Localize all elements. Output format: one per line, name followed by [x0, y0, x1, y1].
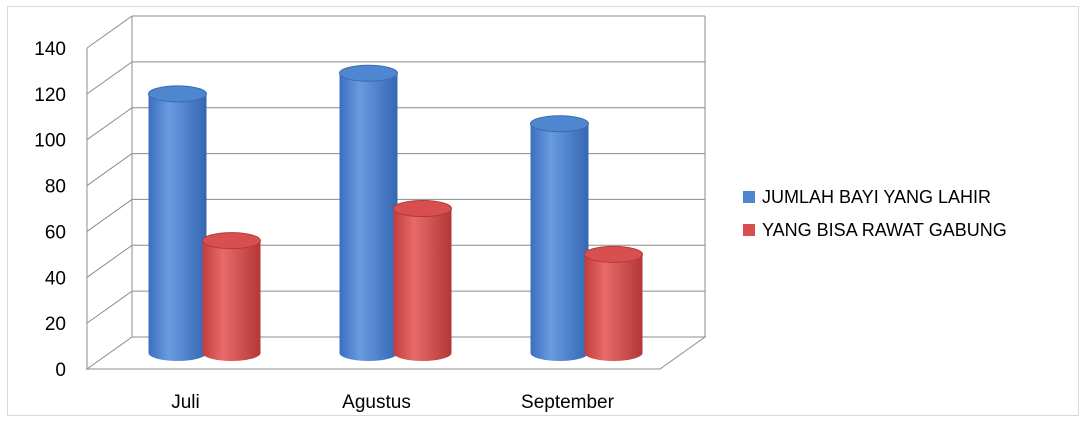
y-tick-label: 140 — [34, 39, 66, 60]
bar-top — [584, 245, 643, 263]
x-tick-label: Agustus — [342, 392, 411, 413]
y-tick-label: 0 — [55, 360, 66, 381]
gridline-side — [86, 61, 133, 95]
y-axis-ticks: 0 20 40 60 80 100 120 140 — [34, 39, 66, 381]
legend-swatch — [743, 191, 755, 203]
bar-top — [339, 64, 398, 82]
floor — [85, 336, 707, 370]
gridline-side — [86, 15, 133, 49]
bar-top — [530, 115, 589, 133]
plot-walls — [85, 16, 707, 370]
bars — [148, 64, 643, 362]
y-tick-label: 20 — [45, 314, 66, 335]
bar-body — [148, 93, 207, 361]
y-tick-label: 120 — [34, 85, 66, 106]
gridline-side — [86, 107, 133, 141]
bar-yang-bisa-rawat-gabung-juli — [202, 232, 261, 361]
x-tick-label: Juli — [171, 392, 200, 413]
bar-body — [584, 254, 643, 361]
bar-top — [148, 85, 207, 103]
y-tick-label: 60 — [45, 222, 66, 243]
bar-body — [202, 240, 261, 361]
bar-jumlah-bayi-yang-lahir-agustus — [339, 64, 398, 362]
bar-jumlah-bayi-yang-lahir-september — [530, 115, 589, 361]
chart-frame — [7, 6, 1079, 416]
bar-top — [393, 200, 452, 218]
bar-body — [530, 123, 589, 361]
legend-label: JUMLAH BAYI YANG LAHIR — [762, 187, 991, 207]
gridline-side — [86, 244, 133, 278]
y-tick-label: 40 — [45, 268, 66, 289]
x-tick-label: September — [521, 392, 615, 413]
bar-jumlah-bayi-yang-lahir-juli — [148, 85, 207, 361]
bar-body — [393, 208, 452, 361]
bar-yang-bisa-rawat-gabung-agustus — [393, 200, 452, 361]
gridline-side — [86, 153, 133, 186]
legend-swatch — [743, 224, 755, 236]
y-tick-label: 100 — [34, 131, 66, 152]
y-tick-label: 80 — [45, 177, 66, 198]
legend-label: YANG BISA RAWAT GABUNG — [762, 220, 1007, 240]
bar-top — [202, 232, 261, 250]
bar-body — [339, 73, 398, 362]
x-axis-labels: Juli Agustus September — [171, 392, 614, 413]
gridline-side — [86, 290, 133, 324]
bar-yang-bisa-rawat-gabung-september — [584, 245, 643, 361]
gridline-side — [86, 199, 133, 232]
legend: JUMLAH BAYI YANG LAHIR YANG BISA RAWAT GA… — [743, 187, 1007, 240]
